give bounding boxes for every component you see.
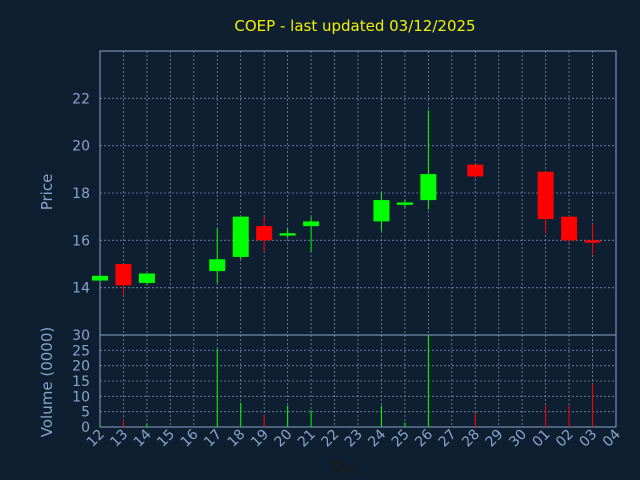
price-tick-label: 18	[72, 186, 90, 202]
candle-body	[138, 273, 155, 283]
volume-tick-label: 20	[72, 359, 90, 375]
candle-body	[256, 226, 273, 241]
volume-tick-label: 15	[72, 374, 90, 390]
candle-body	[303, 221, 320, 227]
price-tick-label: 20	[72, 139, 90, 155]
candle-body	[537, 171, 554, 220]
price-panel: 14 16 18 20 22	[72, 50, 617, 336]
volume-tick-label: 0	[81, 420, 90, 436]
volume-tick-label: 10	[72, 389, 90, 405]
volume-axis-label: Volume (0000)	[38, 327, 56, 437]
volume-tick-label: 5	[81, 405, 90, 421]
candle-body	[467, 164, 484, 177]
price-tick-label: 22	[72, 91, 90, 107]
candle-body	[373, 200, 390, 222]
chart-title: COEP - last updated 03/12/2025	[234, 17, 475, 35]
candle-body	[92, 275, 108, 281]
candle-body	[584, 240, 601, 243]
candle-body	[232, 216, 249, 257]
candle-body	[209, 259, 226, 272]
candle-body	[279, 233, 296, 236]
candle-body	[396, 202, 413, 205]
candle-body	[115, 264, 132, 286]
volume-tick-label: 25	[72, 343, 90, 359]
price-tick-label: 16	[72, 233, 90, 249]
price-axis-label: Price	[38, 174, 56, 211]
x-axis-label: Day	[332, 458, 362, 476]
candle-body	[420, 174, 437, 201]
volume-tick-label: 30	[72, 328, 90, 344]
candle-body	[561, 216, 578, 241]
price-tick-label: 14	[72, 281, 90, 297]
x-axis: 12 13 14 15 16 17 18 19 20 21 22 23 24 25 26 27 28 29 30 01…	[84, 426, 624, 450]
